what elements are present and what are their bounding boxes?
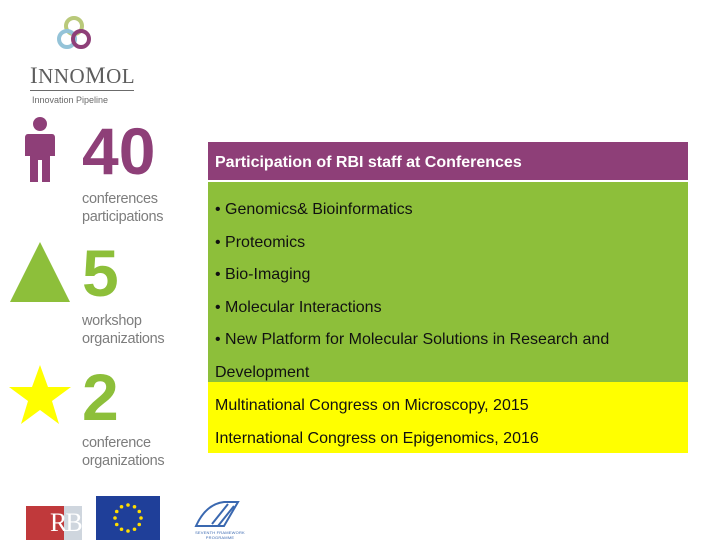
panel-header: Participation of RBI staff at Conference…: [208, 142, 688, 180]
eu-star: [113, 516, 117, 520]
stat-caption: conferences participations: [82, 191, 164, 225]
rbi-logo: RB: [26, 498, 83, 540]
brand-tagline: Innovation Pipeline: [32, 95, 109, 105]
eu-star: [132, 527, 137, 532]
person-icon: [25, 117, 55, 182]
stat-number: 5: [82, 236, 119, 310]
eu-star: [132, 504, 137, 509]
list-item: • Genomics& Bioinformatics: [215, 201, 413, 218]
eu-flag-icon: [96, 496, 160, 540]
eu-star: [114, 509, 119, 514]
list-item: • Molecular Interactions: [215, 298, 382, 316]
stat-caption: conference organizations: [82, 435, 165, 469]
eu-star: [126, 503, 130, 507]
innomol-logo: INNOMOL Innovation Pipeline: [18, 10, 135, 105]
list-item: • Proteomics: [215, 233, 306, 251]
eu-star: [119, 527, 124, 532]
events-list: Multinational Congress on Microscopy, 20…: [208, 382, 688, 453]
eu-star: [114, 522, 119, 527]
stat-conference-organizations: 2 conference organizations: [0, 362, 200, 477]
eu-star: [139, 516, 143, 520]
eu-star: [126, 529, 130, 533]
fp7-swoosh-icon: [194, 501, 240, 527]
triangle-icon: [10, 242, 70, 302]
list-item: • Bio-Imaging: [215, 266, 311, 283]
fp7-logo: SEVENTH FRAMEWORK PROGRAMME: [190, 496, 250, 540]
stat-number: 2: [82, 360, 119, 434]
interlocking-rings-icon: [57, 16, 91, 49]
eu-star: [137, 522, 142, 527]
stat-conference-participations: 40 conferences participations: [0, 112, 200, 227]
list-item-continuation: Development: [215, 363, 310, 381]
brand-name: INNOMOL: [30, 63, 135, 91]
topics-list: • Genomics& Bioinformatics • Proteomics …: [208, 182, 688, 382]
stat-caption: workshop organizations: [82, 313, 165, 347]
stat-workshop-organizations: 5 workshop organizations: [0, 238, 200, 353]
star-icon: [9, 365, 71, 424]
eu-star: [119, 504, 124, 509]
rbi-logo-text: RB: [50, 508, 83, 537]
list-item: Multinational Congress on Microscopy, 20…: [215, 397, 529, 414]
list-item: International Congress on Epigenomics, 2…: [215, 429, 539, 447]
stat-number: 40: [82, 114, 156, 188]
eu-star: [137, 509, 142, 514]
fp7-caption: SEVENTH FRAMEWORK PROGRAMME: [195, 530, 245, 540]
list-item: • New Platform for Molecular Solutions i…: [215, 331, 610, 348]
